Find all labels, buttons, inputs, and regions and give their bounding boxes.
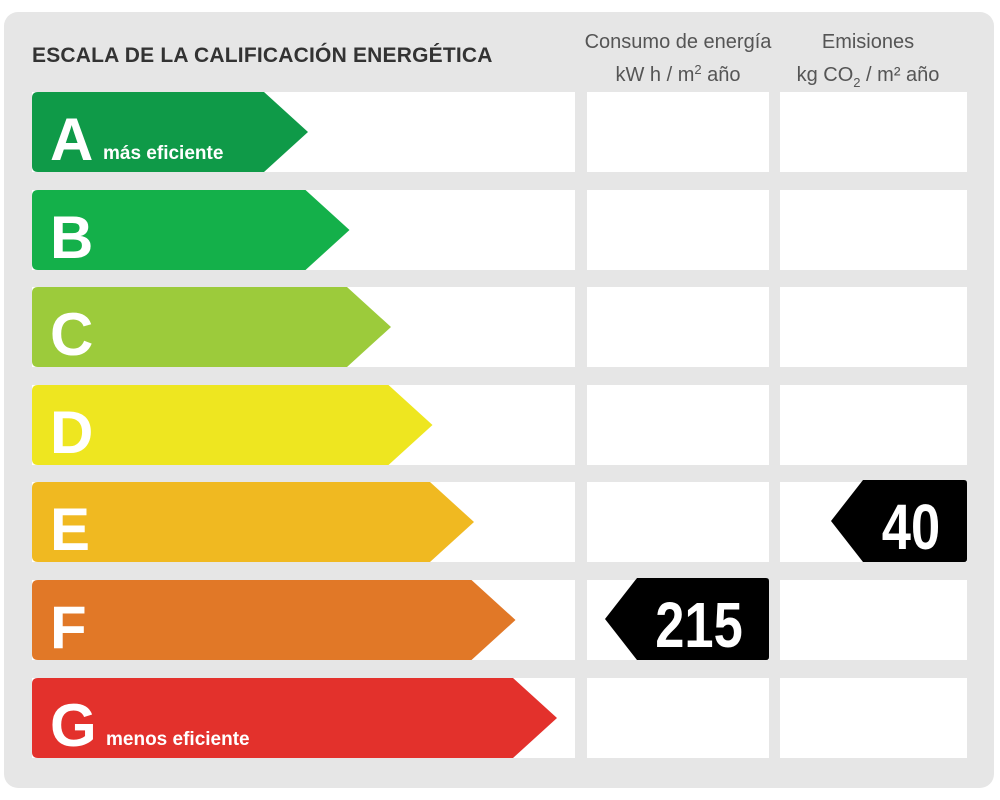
emissions-cell-f xyxy=(780,580,967,660)
rating-bar-g xyxy=(32,678,557,758)
rating-letter-b: B xyxy=(50,204,93,271)
chart-title: ESCALA DE LA CALIFICACIÓN ENERGÉTICA xyxy=(32,44,493,67)
rating-letter-d: D xyxy=(50,399,93,466)
energy-header-unit: kW h / m2 año xyxy=(615,62,741,86)
emissions-header-label: Emisiones xyxy=(821,31,915,53)
energy-cell-a xyxy=(587,92,769,172)
energy-rating-marker xyxy=(605,578,769,660)
rating-bar-f xyxy=(32,580,516,660)
energy-cell-b xyxy=(587,190,769,270)
rating-letter-e: E xyxy=(50,496,90,563)
energy-value-label: 215 xyxy=(655,590,743,661)
emissions-cell-d xyxy=(780,385,967,465)
energy-header-label: Consumo de energía xyxy=(584,31,772,53)
emissions-cell-c xyxy=(780,287,967,367)
emissions-cell-b xyxy=(780,190,967,270)
energy-cell-c xyxy=(587,287,769,367)
emissions-value-label: 40 xyxy=(882,492,940,563)
rating-bar-c xyxy=(32,287,391,367)
rating-letter-f: F xyxy=(50,594,87,661)
rating-bar-e xyxy=(32,482,474,562)
rating-bar-b xyxy=(32,190,350,270)
emissions-rating-marker xyxy=(831,480,967,562)
column-header-emissions: Emisiones kg CO2 / m² año xyxy=(776,28,960,97)
emissions-cell-a xyxy=(780,92,967,172)
emissions-header-unit: kg CO2 / m² año xyxy=(796,64,940,90)
energy-cell-d xyxy=(587,385,769,465)
rating-letter-g: G xyxy=(50,692,97,759)
rating-letter-c: C xyxy=(50,301,93,368)
rating-bar-d xyxy=(32,385,433,465)
energy-cell-e xyxy=(587,482,769,562)
rating-bar-a xyxy=(32,92,308,172)
energy-cell-g xyxy=(587,678,769,758)
rating-note-a: más eficiente xyxy=(103,143,223,164)
emissions-cell-g xyxy=(780,678,967,758)
column-header-energy: Consumo de energía kW h / m2 año xyxy=(578,28,778,97)
rating-note-g: menos eficiente xyxy=(106,729,250,750)
rating-letter-a: A xyxy=(50,106,93,173)
